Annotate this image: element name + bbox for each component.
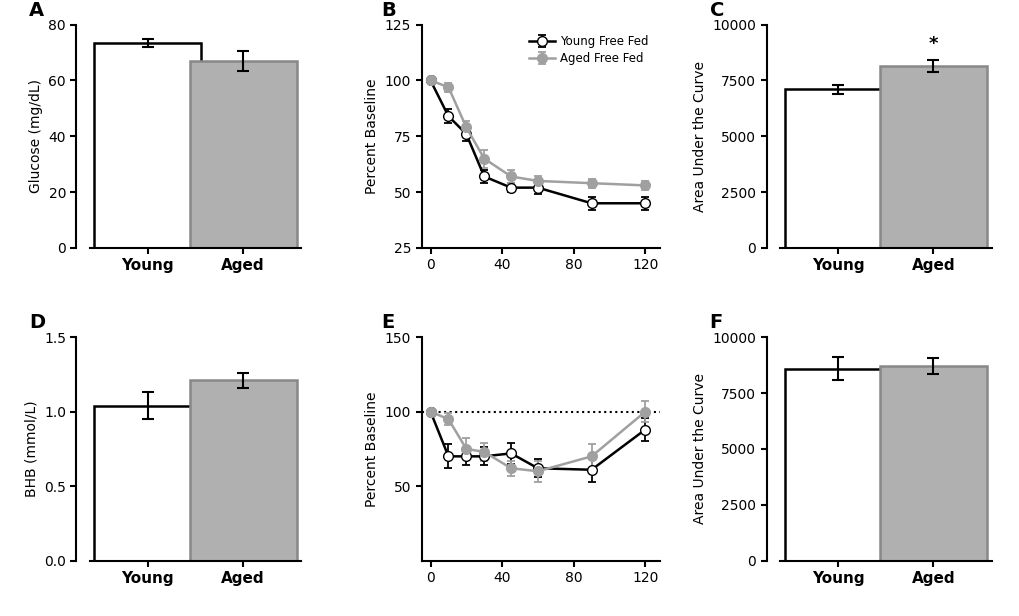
Legend: Young Free Fed, Aged Free Fed: Young Free Fed, Aged Free Fed xyxy=(524,31,653,70)
Text: C: C xyxy=(709,1,723,20)
Text: E: E xyxy=(381,314,394,332)
Y-axis label: BHB (mmol/L): BHB (mmol/L) xyxy=(24,400,39,497)
Text: B: B xyxy=(381,1,395,20)
Y-axis label: Area Under the Curve: Area Under the Curve xyxy=(692,61,706,212)
Text: D: D xyxy=(29,314,45,332)
Bar xyxy=(784,89,891,248)
Text: A: A xyxy=(29,1,44,20)
Bar xyxy=(784,368,891,561)
Text: *: * xyxy=(927,35,937,53)
Y-axis label: Area Under the Curve: Area Under the Curve xyxy=(692,373,706,524)
Bar xyxy=(94,406,202,561)
Bar xyxy=(190,61,297,248)
Bar xyxy=(878,66,985,248)
Bar xyxy=(94,43,202,248)
Y-axis label: Glucose (mg/dL): Glucose (mg/dL) xyxy=(29,79,43,193)
Y-axis label: Percent Baseline: Percent Baseline xyxy=(365,78,379,194)
Text: F: F xyxy=(709,314,722,332)
Y-axis label: Percent Baseline: Percent Baseline xyxy=(365,391,379,506)
Bar xyxy=(190,381,297,561)
Bar xyxy=(878,367,985,561)
